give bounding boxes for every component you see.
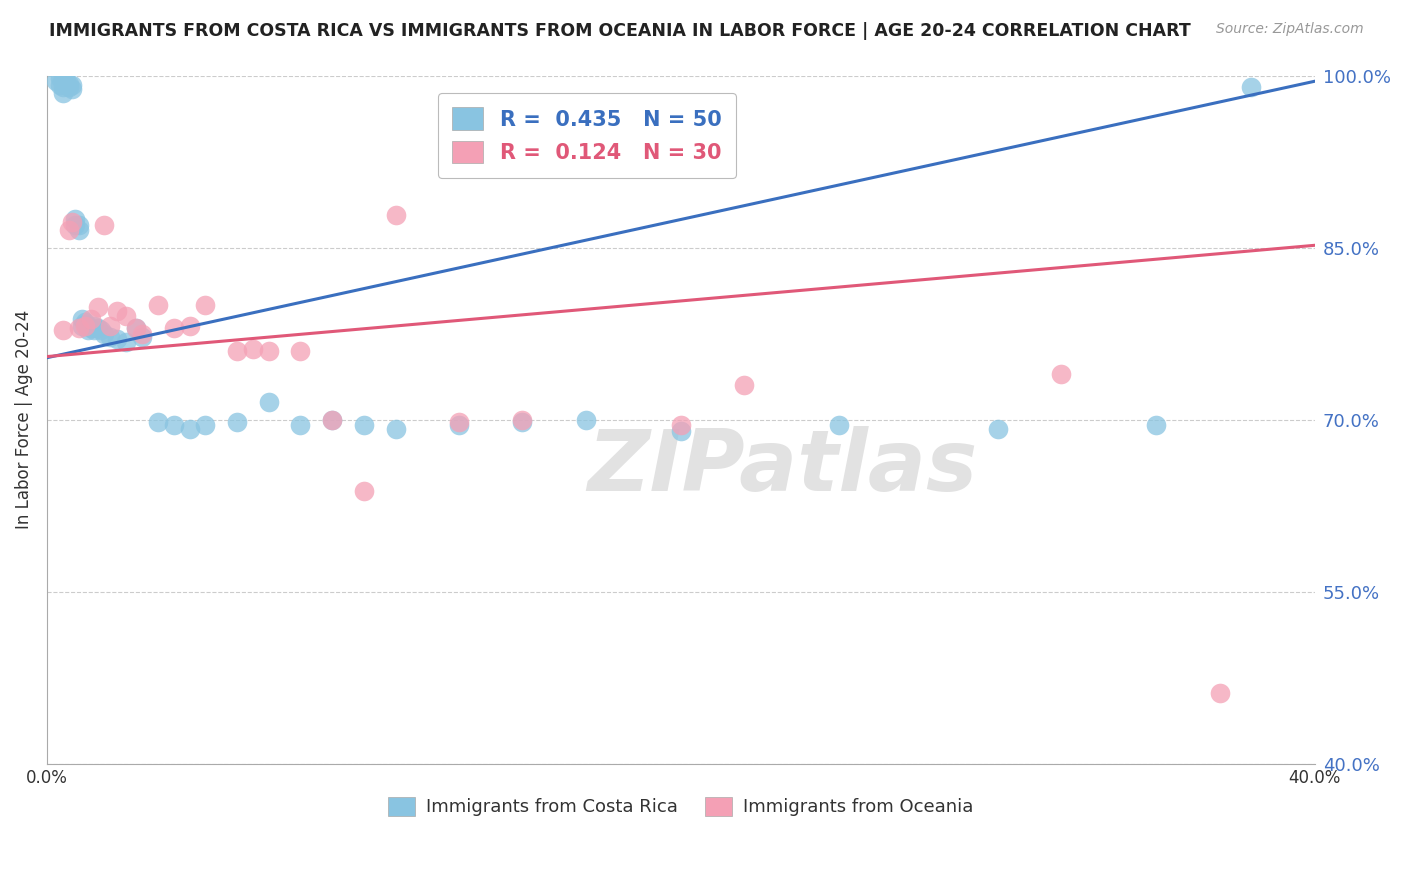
Point bbox=[58, 77, 80, 91]
Point bbox=[353, 483, 375, 498]
Point bbox=[83, 318, 105, 333]
Point bbox=[669, 418, 692, 433]
Point bbox=[83, 323, 105, 337]
Point bbox=[257, 395, 280, 409]
Point bbox=[179, 422, 201, 436]
Point bbox=[131, 330, 153, 344]
Point bbox=[384, 422, 406, 436]
Point bbox=[60, 215, 83, 229]
Point bbox=[105, 303, 128, 318]
Text: IMMIGRANTS FROM COSTA RICA VS IMMIGRANTS FROM OCEANIA IN LABOR FORCE | AGE 20-24: IMMIGRANTS FROM COSTA RICA VS IMMIGRANTS… bbox=[49, 22, 1191, 40]
Point bbox=[55, 74, 77, 88]
Point bbox=[98, 318, 121, 333]
Point bbox=[146, 298, 169, 312]
Point bbox=[77, 318, 100, 333]
Point bbox=[52, 323, 75, 337]
Point bbox=[60, 78, 83, 92]
Point bbox=[48, 70, 70, 85]
Point bbox=[67, 321, 90, 335]
Text: ZIPatlas: ZIPatlas bbox=[588, 426, 977, 509]
Point bbox=[67, 223, 90, 237]
Point bbox=[52, 86, 75, 100]
Point bbox=[52, 72, 75, 87]
Point bbox=[510, 412, 533, 426]
Point bbox=[52, 80, 75, 95]
Point bbox=[669, 424, 692, 438]
Point bbox=[353, 418, 375, 433]
Point bbox=[510, 415, 533, 429]
Point bbox=[733, 378, 755, 392]
Point bbox=[65, 218, 87, 232]
Point bbox=[194, 418, 217, 433]
Point bbox=[384, 209, 406, 223]
Point bbox=[77, 323, 100, 337]
Point bbox=[226, 415, 249, 429]
Point bbox=[70, 318, 93, 333]
Point bbox=[45, 74, 67, 88]
Point bbox=[98, 330, 121, 344]
Point bbox=[93, 326, 115, 341]
Point bbox=[290, 343, 312, 358]
Point bbox=[131, 326, 153, 341]
Point bbox=[86, 321, 108, 335]
Point bbox=[447, 415, 470, 429]
Point bbox=[67, 218, 90, 232]
Point bbox=[226, 343, 249, 358]
Point bbox=[242, 342, 264, 356]
Point bbox=[163, 418, 186, 433]
Point bbox=[86, 300, 108, 314]
Point bbox=[80, 311, 103, 326]
Point bbox=[90, 323, 112, 337]
Point bbox=[194, 298, 217, 312]
Point bbox=[93, 218, 115, 232]
Point bbox=[163, 321, 186, 335]
Y-axis label: In Labor Force | Age 20-24: In Labor Force | Age 20-24 bbox=[15, 310, 32, 529]
Point bbox=[828, 418, 851, 433]
Point bbox=[1240, 80, 1263, 95]
Point bbox=[48, 78, 70, 92]
Point bbox=[1144, 418, 1167, 433]
Point bbox=[575, 412, 598, 426]
Point bbox=[124, 321, 146, 335]
Point bbox=[124, 321, 146, 335]
Point bbox=[1050, 367, 1073, 381]
Point bbox=[146, 415, 169, 429]
Point bbox=[65, 211, 87, 226]
Point bbox=[290, 418, 312, 433]
Point bbox=[257, 343, 280, 358]
Point bbox=[115, 334, 138, 349]
Text: Source: ZipAtlas.com: Source: ZipAtlas.com bbox=[1216, 22, 1364, 37]
Point bbox=[1208, 686, 1230, 700]
Point bbox=[70, 311, 93, 326]
Point bbox=[321, 412, 343, 426]
Legend: Immigrants from Costa Rica, Immigrants from Oceania: Immigrants from Costa Rica, Immigrants f… bbox=[381, 789, 980, 823]
Point bbox=[179, 318, 201, 333]
Point bbox=[115, 310, 138, 324]
Point bbox=[447, 418, 470, 433]
Point bbox=[80, 321, 103, 335]
Point bbox=[105, 332, 128, 346]
Point bbox=[73, 315, 96, 329]
Point bbox=[987, 422, 1010, 436]
Point bbox=[60, 82, 83, 96]
Point bbox=[58, 80, 80, 95]
Point bbox=[58, 223, 80, 237]
Point bbox=[73, 318, 96, 332]
Point bbox=[73, 318, 96, 333]
Point bbox=[321, 412, 343, 426]
